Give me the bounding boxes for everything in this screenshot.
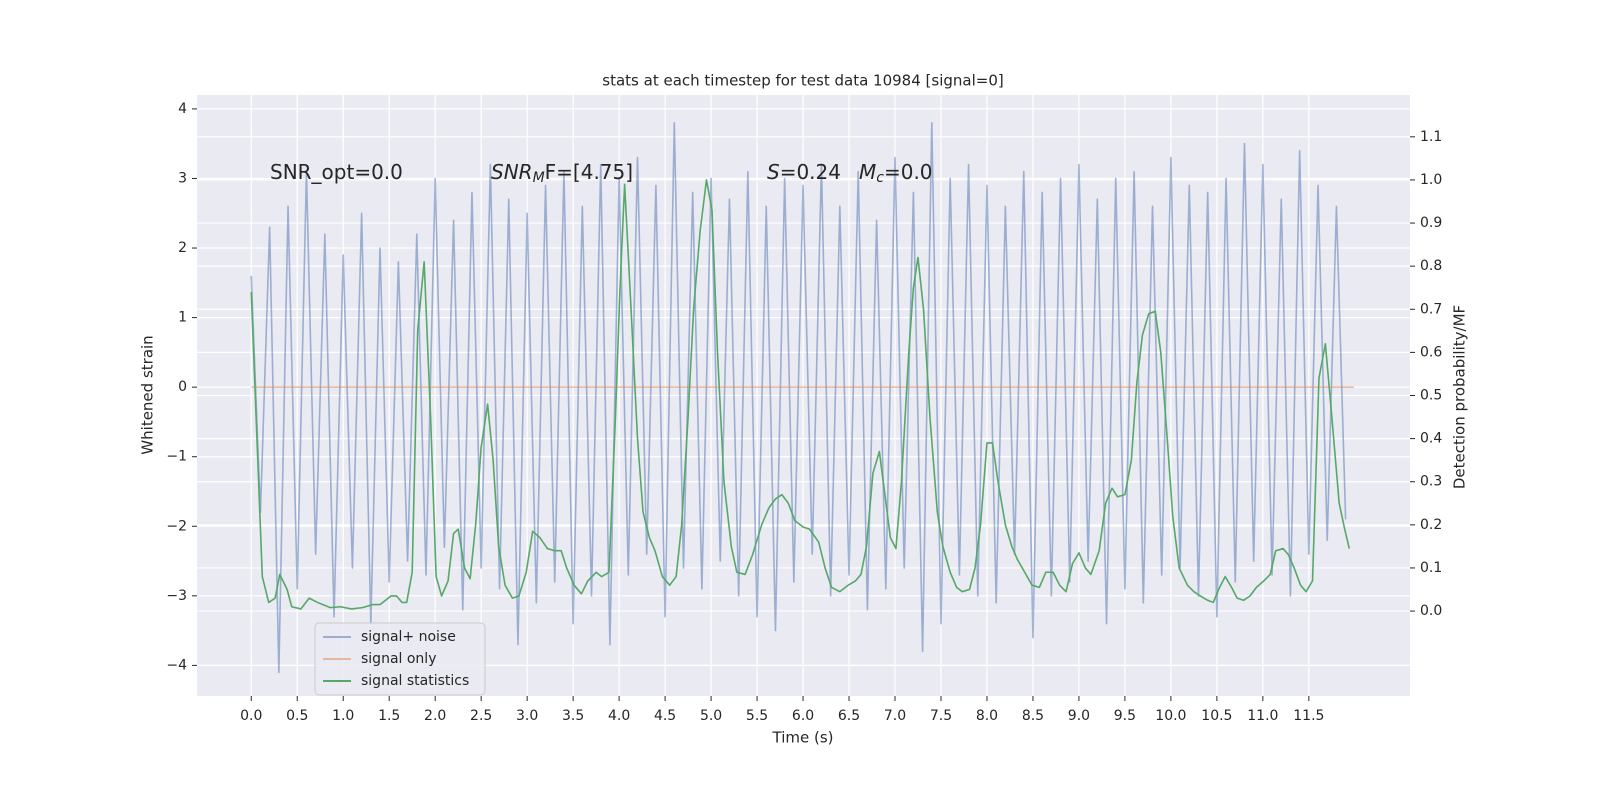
y2-tick-label: 0.1 (1420, 560, 1442, 576)
y2-tick-label: 0.2 (1420, 517, 1442, 533)
y2-axis-label: Detection probability/MF (1451, 305, 1469, 489)
x-tick-label: 8.5 (1022, 708, 1044, 724)
annotation-text: SNR_opt=0.0 (270, 160, 403, 184)
x-tick-label: 7.5 (930, 708, 952, 724)
y2-tick-label: 0.0 (1420, 603, 1442, 619)
chart-title: stats at each timestep for test data 109… (602, 72, 1003, 90)
x-tick-label: 5.0 (700, 708, 722, 724)
x-tick-label: 10.0 (1155, 708, 1186, 724)
y2-tick-label: 0.9 (1420, 215, 1442, 231)
annotation-symbol: SNR (491, 160, 533, 184)
x-tick-label: 7.0 (884, 708, 906, 724)
y-tick-label: 4 (178, 101, 187, 117)
y2-tick-label: 0.4 (1420, 431, 1442, 447)
y2-tick-label: 0.8 (1420, 258, 1442, 274)
annotation-text: =0.24 (780, 160, 841, 184)
legend-label: signal+ noise (361, 629, 456, 645)
y-tick-label: 3 (178, 170, 187, 186)
x-tick-label: 11.5 (1293, 708, 1324, 724)
x-tick-label: 11.0 (1247, 708, 1278, 724)
x-axis-label: Time (s) (772, 729, 834, 747)
x-tick-label: 4.5 (654, 708, 676, 724)
axes: 0.0 0.5 1.0 1.5 2.0 2.5 3.0 3.5 4.0 4.5 5.0 5.5 6.0 6… (166, 101, 1442, 724)
y2-tick-label: 0.3 (1420, 474, 1442, 490)
x-tick-label: 0.0 (240, 708, 262, 724)
x-tick-label: 3.5 (562, 708, 584, 724)
annotation: SNRMF=[4.75] (491, 160, 633, 187)
y2-tick-label: 1.1 (1420, 129, 1442, 145)
annotation-symbol: M (859, 160, 876, 184)
y-tick-label: 2 (178, 240, 187, 256)
series-line (250, 179, 1351, 610)
y-tick-label: −4 (166, 657, 187, 673)
annotations: SNR_opt=0.0 SNRMF=[4.75] S=0.24 Mc=0.0 (270, 160, 933, 187)
legend-label: signal statistics (361, 673, 469, 689)
annotation-text: =0.0 (884, 160, 933, 184)
x-tick-label: 8.0 (976, 708, 998, 724)
legend-box (314, 622, 486, 696)
y2-tick-label: 0.5 (1420, 388, 1442, 404)
annotation-subscript: c (876, 170, 884, 186)
y-tick-label: 0 (178, 379, 187, 395)
y-tick-label: 1 (178, 310, 187, 326)
annotation-subscript: M (533, 170, 545, 186)
x-tick-label: 10.5 (1201, 708, 1232, 724)
y2-tick-label: 1.0 (1420, 172, 1442, 188)
x-tick-label: 1.0 (332, 708, 354, 724)
y-axis-label: Whitened strain (139, 335, 157, 454)
y2-tick-label: 0.6 (1420, 344, 1442, 360)
annotation: S=0.24 (767, 160, 841, 184)
y-tick-label: −3 (166, 588, 187, 604)
annotation: Mc=0.0 (859, 160, 933, 187)
legend: signal+ noise signal only signal statistic… (314, 622, 486, 696)
x-tick-label: 9.5 (1114, 708, 1136, 724)
x-tick-label: 3.0 (516, 708, 538, 724)
y-tick-label: −2 (166, 518, 187, 534)
x-tick-label: 9.0 (1068, 708, 1090, 724)
x-tick-label: 1.5 (378, 708, 400, 724)
x-tick-label: 2.0 (424, 708, 446, 724)
x-tick-label: 5.5 (746, 708, 768, 724)
legend-label: signal only (361, 651, 436, 667)
y-tick-label: −1 (166, 449, 187, 465)
x-tick-label: 2.5 (470, 708, 492, 724)
series-line (250, 122, 1347, 674)
marks (250, 122, 1354, 674)
y2-tick-label: 0.7 (1420, 301, 1442, 317)
annotation-symbol: S (767, 160, 780, 184)
annotation: SNR_opt=0.0 (270, 160, 403, 184)
x-tick-label: 0.5 (286, 708, 308, 724)
x-tick-label: 6.5 (838, 708, 860, 724)
annotation-text: F=[4.75] (545, 160, 633, 184)
x-tick-label: 4.0 (608, 708, 630, 724)
x-tick-label: 6.0 (792, 708, 814, 724)
